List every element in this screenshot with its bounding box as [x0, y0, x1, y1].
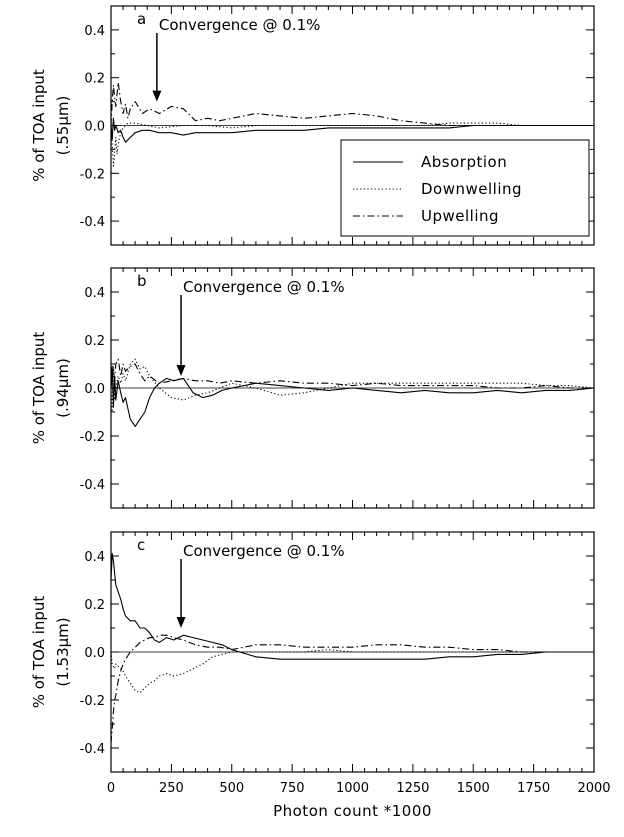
y-axis-label: % of TOA input	[30, 69, 48, 182]
x-tick-label: 750	[280, 781, 305, 796]
panel-letter: b	[137, 272, 147, 290]
y-tick-label: 0.4	[84, 286, 105, 301]
chart-panel-a: 0.4 0.2 0.0 -0.2 -0.4 % of TOA input (.55μm) a C…	[30, 5, 595, 246]
legend: Absorption Downwelling Upwelling	[340, 139, 590, 237]
chart-panel-c: 0.4 0.2 0.0 -0.2 -0.4 0 250 500 750 1000 1250 1500 1…	[30, 531, 611, 820]
x-tick-label: 1000	[336, 781, 369, 796]
y-tick-label: -0.4	[80, 478, 105, 493]
series-line-upwelling	[110, 634, 594, 744]
y-tick-label: 0.0	[84, 382, 105, 397]
x-tick-label: 1500	[457, 781, 490, 796]
series-line-absorption	[110, 553, 594, 660]
y-axis-label: % of TOA input	[30, 332, 48, 445]
annotation-text: Convergence @ 0.1%	[183, 278, 345, 296]
series-line-upwelling	[110, 81, 594, 127]
y-tick-label: -0.2	[80, 694, 105, 709]
x-tick-label: 2000	[577, 781, 610, 796]
legend-box	[340, 139, 590, 237]
y-tick-label: 0.4	[84, 24, 105, 39]
y-tick-label: -0.4	[80, 215, 105, 230]
x-tick-label: 500	[219, 781, 244, 796]
y-tick-label: -0.2	[80, 167, 105, 182]
y-tick-label: 0.2	[84, 334, 105, 349]
x-tick-label: 0	[107, 781, 115, 796]
annotation-text: Convergence @ 0.1%	[183, 542, 345, 560]
x-tick-label: 1250	[396, 781, 429, 796]
y-axis-label-unit: (.55μm)	[54, 96, 72, 156]
series-line-upwelling	[110, 358, 594, 389]
y-tick-label: 0.2	[84, 72, 105, 87]
y-axis-label: % of TOA input	[30, 596, 48, 709]
y-tick-label: 0.2	[84, 598, 105, 613]
y-tick-label: -0.4	[80, 742, 105, 757]
y-tick-label: 0.4	[84, 550, 105, 565]
y-tick-label: -0.2	[80, 430, 105, 445]
y-axis-label-unit: (.94μm)	[54, 358, 72, 418]
legend-label: Downwelling	[421, 180, 522, 198]
x-axis-label: Photon count *1000	[273, 802, 432, 820]
panel-letter: a	[137, 10, 146, 28]
y-axis-label-unit: (1.53μm)	[54, 617, 72, 686]
annotation-arrowhead	[176, 617, 186, 628]
x-tick-label: 250	[159, 781, 184, 796]
y-tick-label: 0.0	[84, 120, 105, 135]
legend-label: Upwelling	[421, 207, 499, 225]
series-line-downwelling	[110, 649, 594, 694]
annotation-arrowhead	[152, 90, 162, 102]
x-tick-label: 1750	[517, 781, 550, 796]
series-line-absorption	[110, 365, 595, 427]
panel-letter: c	[137, 536, 145, 554]
chart-panel-b: 0.4 0.2 0.0 -0.2 -0.4 % of TOA input (.94μm) b C…	[30, 267, 595, 509]
series-line-absorption	[110, 117, 594, 143]
legend-label: Absorption	[421, 153, 507, 171]
annotation-arrowhead	[176, 365, 186, 376]
annotation-text: Convergence @ 0.1%	[159, 16, 321, 34]
y-tick-label: 0.0	[84, 646, 105, 661]
